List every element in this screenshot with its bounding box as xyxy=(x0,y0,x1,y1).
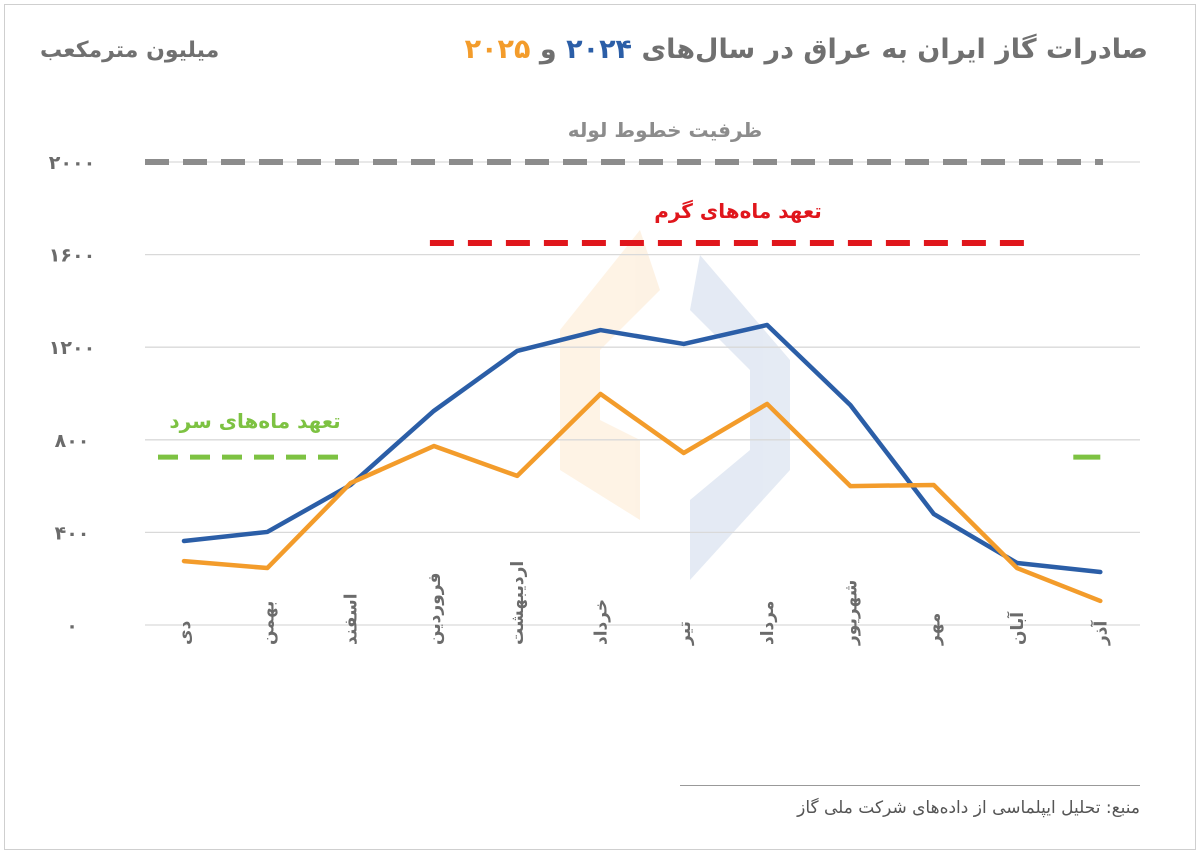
y-tick-label: ۴۰۰ xyxy=(55,522,90,544)
y-tick-label: ۰ xyxy=(66,615,78,637)
x-tick-label: فروردین xyxy=(425,573,445,645)
x-tick-label: بهمن xyxy=(258,601,278,645)
source-note: منبع: تحلیل ایپلماسی از داده‌های شرکت مل… xyxy=(797,798,1140,818)
cold-months-commitment-label: تعهد ماه‌های سرد xyxy=(169,409,340,433)
series-line-2025 xyxy=(181,391,1103,604)
x-tick-label: اسفند xyxy=(342,593,362,645)
x-tick-label: دی xyxy=(175,620,195,645)
x-tick-label: آذر xyxy=(1089,619,1111,646)
x-tick-label: شهریور xyxy=(841,580,861,646)
y-axis-unit-label: میلیون مترمکعب xyxy=(40,38,220,63)
title-year-2024: ۲۰۲۴ xyxy=(566,34,633,65)
chart-title: صادرات گاز ایران به عراق در سال‌های ۲۰۲۴… xyxy=(464,34,1148,65)
pipeline-capacity-label: ظرفیت خطوط لوله xyxy=(568,118,763,142)
y-tick-label: ۸۰۰ xyxy=(55,430,90,452)
x-tick-label: مهر xyxy=(925,613,945,646)
title-year-2025: ۲۰۲۵ xyxy=(464,34,531,65)
y-tick-label: ۱۶۰۰ xyxy=(49,245,95,267)
source-divider xyxy=(680,785,1140,786)
series-line-2024 xyxy=(181,322,1103,575)
warm-months-commitment-label: تعهد ماه‌های گرم xyxy=(654,199,822,223)
x-tick-label: خرداد xyxy=(592,599,612,645)
y-tick-label: ۱۲۰۰ xyxy=(49,337,95,359)
x-tick-label: اردیبهشت xyxy=(508,561,528,645)
watermark-logo xyxy=(560,230,790,580)
y-tick-label: ۲۰۰۰ xyxy=(49,152,95,174)
x-tick-label: تیر xyxy=(675,621,695,646)
chart-frame xyxy=(4,4,1196,850)
x-tick-label: آبان xyxy=(1006,611,1028,645)
x-tick-label: مرداد xyxy=(758,601,778,645)
